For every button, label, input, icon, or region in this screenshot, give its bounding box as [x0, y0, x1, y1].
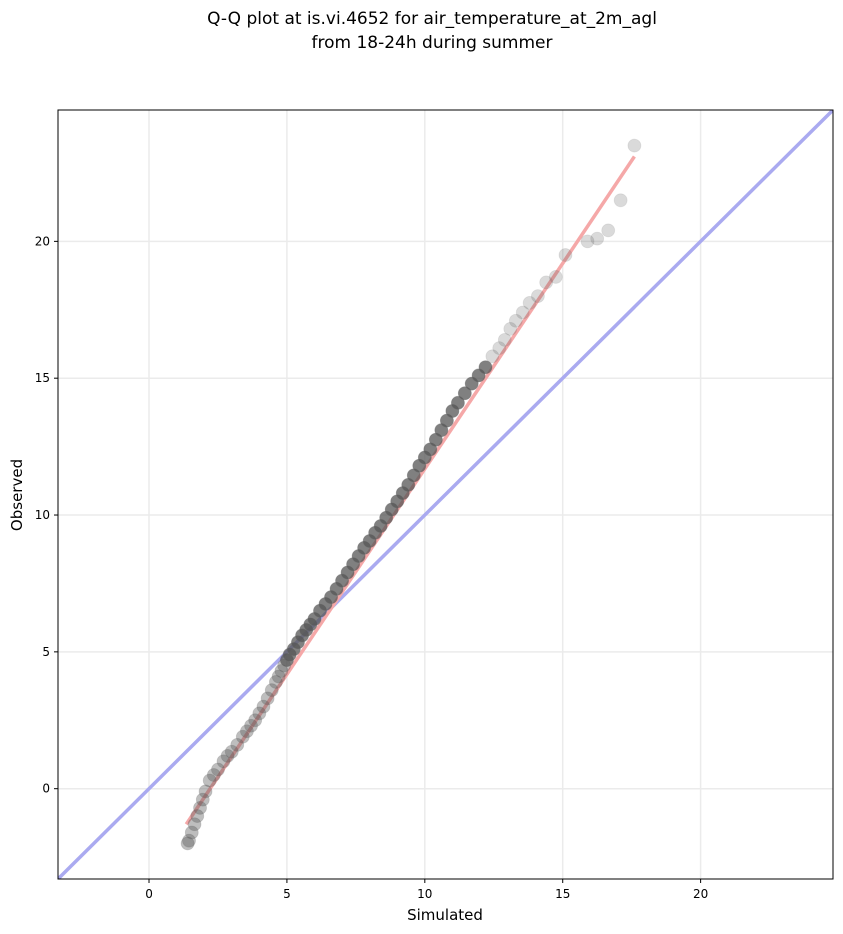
quantile-point [187, 817, 202, 832]
y-tick-label: 0 [42, 782, 50, 796]
quantile-point [508, 313, 523, 328]
x-axis-label: Simulated [407, 906, 483, 924]
quantile-point [193, 800, 207, 815]
y-tick-label: 20 [35, 234, 50, 248]
quantile-point [515, 305, 530, 320]
quantile-point [271, 669, 286, 684]
quantile-points [180, 138, 642, 851]
quantile-point [252, 706, 267, 721]
quantile-point [590, 231, 605, 246]
quantile-point [240, 724, 254, 739]
quantile-point [497, 332, 512, 347]
quantile-point [206, 768, 221, 782]
quantile-point [627, 138, 642, 153]
quantile-point [190, 809, 205, 823]
quantile-point [202, 773, 217, 788]
y-tick-label: 15 [35, 371, 50, 385]
quantile-point [224, 744, 239, 759]
quantile-point [211, 762, 225, 777]
quantile-point [216, 754, 231, 769]
quantile-point [220, 748, 235, 763]
quantile-point [503, 322, 518, 336]
quantile-point [248, 713, 263, 728]
quantile-point [580, 234, 595, 249]
quantile-point [522, 296, 537, 310]
quantile-point [539, 275, 554, 290]
x-tick-label: 15 [555, 887, 570, 901]
x-tick-label: 0 [145, 887, 153, 901]
quantile-point [180, 836, 195, 851]
y-axis-label: Observed [8, 459, 26, 531]
quantile-point [530, 289, 545, 303]
quantile-point [558, 248, 573, 262]
quantile-point [195, 792, 210, 807]
quantile-point [613, 193, 628, 208]
quantile-point [274, 664, 289, 678]
quantile-point [478, 360, 493, 375]
quantile-point [548, 270, 563, 284]
quantile-point [184, 825, 199, 840]
axis-ticks: 0 5 10 15 20 0 5 10 15 20 [35, 234, 709, 901]
x-tick-label: 5 [283, 887, 291, 901]
x-tick-label: 20 [693, 887, 708, 901]
chart-title: Q-Q plot at is.vi.4652 for air_temperatu… [207, 9, 657, 29]
quantile-point [451, 395, 465, 410]
quantile-point [230, 738, 245, 752]
quantile-point [485, 349, 500, 364]
quantile-point [457, 386, 472, 401]
y-tick-label: 10 [35, 508, 50, 522]
quantile-point [182, 833, 196, 848]
quantile-point [235, 729, 250, 744]
quantile-point [264, 683, 279, 698]
quantile-point [268, 675, 283, 689]
line-layer [58, 110, 833, 879]
quantile-point [492, 341, 507, 355]
quantile-point [244, 718, 258, 733]
x-tick-label: 10 [417, 887, 432, 901]
reference-line [58, 110, 833, 879]
quantile-point [601, 223, 616, 238]
plot-area-frame [57, 109, 834, 880]
quantile-point [260, 691, 275, 706]
chart-subtitle: from 18-24h during summer [312, 33, 553, 53]
grid [58, 110, 833, 879]
quantile-point [198, 784, 213, 799]
quantile-point [256, 699, 271, 714]
y-tick-label: 5 [42, 645, 50, 659]
